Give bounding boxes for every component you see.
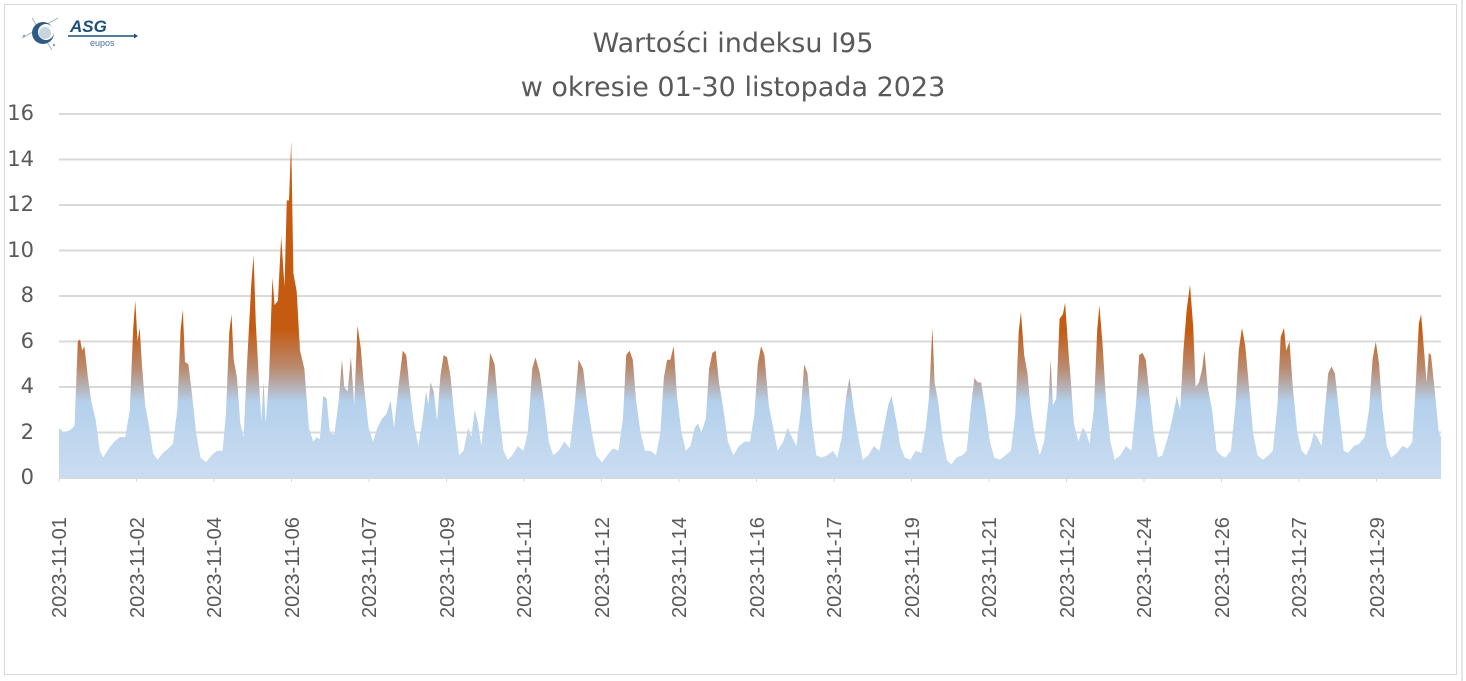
chart-title: Wartości indeksu I95 [592,28,874,59]
y-tick-label: 0 [20,465,34,489]
y-tick-label: 2 [20,419,34,444]
y-tick-label: 12 [7,192,34,216]
i95-area-series [59,141,1441,479]
x-tick-marks [58,478,1377,482]
chart-frame [4,4,1457,675]
y-tick-label: 16 [7,101,34,125]
svg-text:ASG: ASG [69,17,107,36]
asg-eupos-logo-icon: ASG eupos [21,17,138,51]
y-tick-label: 4 [20,374,34,398]
y-tick-label: 8 [20,283,34,307]
y-tick-label: 14 [7,146,34,171]
chart-subtitle: w okresie 01-30 listopada 2023 [520,72,946,103]
y-tick-label: 6 [20,328,34,353]
gridlines [59,113,1441,434]
y-tick-label: 10 [7,237,34,262]
svg-text:eupos: eupos [90,38,115,48]
frame-edge [1461,0,1463,681]
